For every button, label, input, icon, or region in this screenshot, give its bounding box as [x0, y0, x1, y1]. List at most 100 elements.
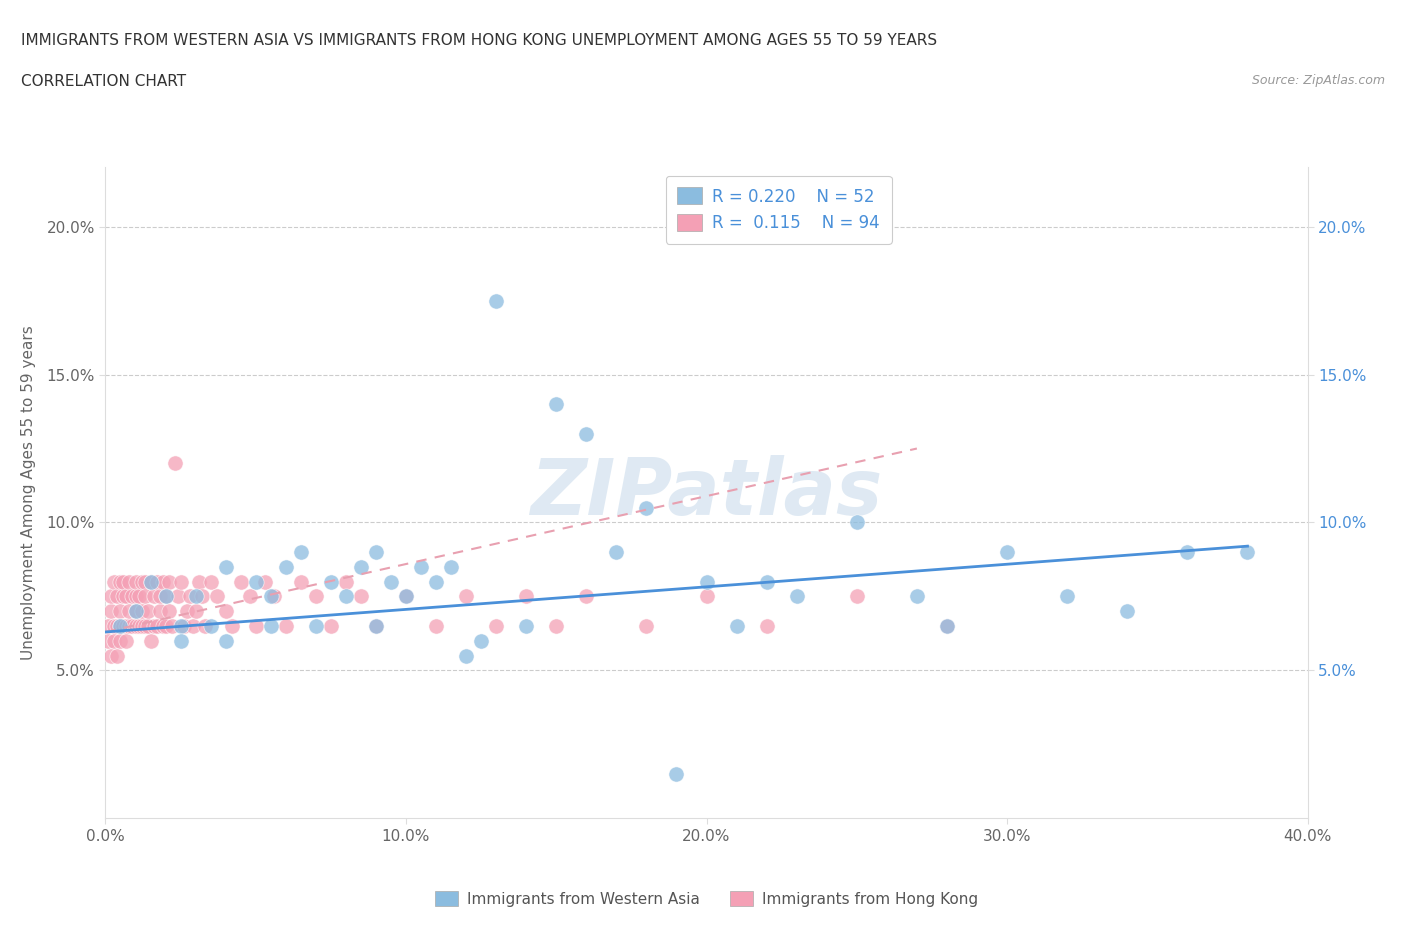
Point: [184, 604, 207, 618]
Point: [936, 618, 959, 633]
Point: [380, 574, 402, 589]
Point: [142, 589, 165, 604]
Point: [350, 560, 373, 575]
Point: [395, 589, 418, 604]
Point: [260, 618, 283, 633]
Point: [107, 648, 129, 663]
Point: [118, 574, 141, 589]
Point: [118, 604, 141, 618]
Point: [245, 618, 267, 633]
Point: [696, 574, 718, 589]
Point: [121, 618, 143, 633]
Point: [169, 618, 191, 633]
Point: [335, 589, 357, 604]
Point: [229, 574, 252, 589]
Point: [115, 633, 138, 648]
Point: [145, 574, 167, 589]
Point: [103, 574, 125, 589]
Point: [485, 618, 508, 633]
Point: [290, 574, 312, 589]
Point: [115, 589, 138, 604]
Text: IMMIGRANTS FROM WESTERN ASIA VS IMMIGRANTS FROM HONG KONG UNEMPLOYMENT AMONG AGE: IMMIGRANTS FROM WESTERN ASIA VS IMMIGRAN…: [21, 33, 938, 47]
Point: [1116, 604, 1139, 618]
Text: Source: ZipAtlas.com: Source: ZipAtlas.com: [1251, 74, 1385, 87]
Point: [305, 618, 328, 633]
Point: [1175, 545, 1198, 560]
Point: [364, 545, 387, 560]
Point: [350, 589, 373, 604]
Point: [636, 618, 658, 633]
Point: [364, 618, 387, 633]
Point: [253, 574, 276, 589]
Point: [440, 560, 463, 575]
Point: [118, 618, 141, 633]
Point: [274, 618, 297, 633]
Point: [136, 618, 159, 633]
Point: [157, 574, 180, 589]
Point: [755, 618, 778, 633]
Point: [110, 574, 132, 589]
Point: [515, 589, 537, 604]
Point: [755, 574, 778, 589]
Point: [214, 633, 236, 648]
Point: [169, 633, 191, 648]
Point: [97, 618, 120, 633]
Point: [575, 589, 598, 604]
Point: [845, 515, 868, 530]
Point: [110, 633, 132, 648]
Point: [142, 618, 165, 633]
Point: [725, 618, 748, 633]
Legend: Immigrants from Western Asia, Immigrants from Hong Kong: Immigrants from Western Asia, Immigrants…: [429, 884, 984, 913]
Point: [485, 293, 508, 308]
Point: [181, 618, 204, 633]
Point: [995, 545, 1018, 560]
Point: [214, 604, 236, 618]
Point: [364, 618, 387, 633]
Point: [107, 589, 129, 604]
Point: [134, 618, 156, 633]
Point: [107, 618, 129, 633]
Point: [124, 589, 146, 604]
Point: [319, 618, 342, 633]
Point: [425, 618, 447, 633]
Point: [221, 618, 243, 633]
Point: [145, 618, 167, 633]
Point: [245, 574, 267, 589]
Point: [200, 618, 222, 633]
Point: [131, 618, 153, 633]
Point: [187, 574, 209, 589]
Point: [134, 574, 156, 589]
Text: ZIPatlas: ZIPatlas: [530, 455, 883, 531]
Point: [546, 618, 568, 633]
Point: [124, 604, 146, 618]
Point: [575, 426, 598, 441]
Point: [134, 589, 156, 604]
Point: [173, 618, 195, 633]
Point: [131, 604, 153, 618]
Point: [155, 618, 177, 633]
Point: [128, 618, 150, 633]
Point: [115, 618, 138, 633]
Point: [124, 618, 146, 633]
Point: [155, 589, 177, 604]
Point: [103, 618, 125, 633]
Point: [454, 648, 477, 663]
Point: [148, 589, 170, 604]
Point: [194, 618, 217, 633]
Point: [546, 397, 568, 412]
Point: [100, 648, 122, 663]
Point: [179, 589, 201, 604]
Point: [200, 574, 222, 589]
Point: [112, 618, 135, 633]
Point: [176, 604, 198, 618]
Point: [152, 618, 174, 633]
Point: [128, 589, 150, 604]
Point: [936, 618, 959, 633]
Point: [148, 604, 170, 618]
Point: [274, 560, 297, 575]
Point: [139, 574, 162, 589]
Point: [110, 604, 132, 618]
Point: [152, 574, 174, 589]
Point: [263, 589, 285, 604]
Point: [845, 589, 868, 604]
